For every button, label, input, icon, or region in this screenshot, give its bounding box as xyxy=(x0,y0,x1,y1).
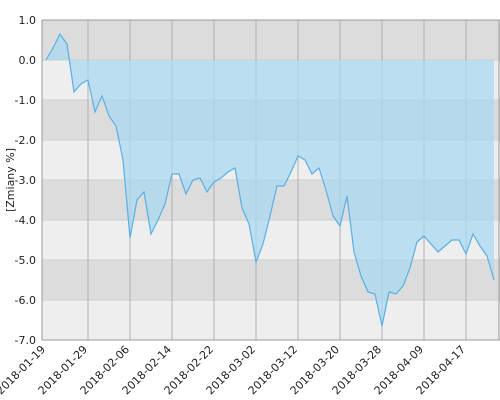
area-fill xyxy=(46,34,494,326)
band xyxy=(42,20,500,60)
y-tick-label: -7.0 xyxy=(15,334,36,347)
y-tick-label: 1.0 xyxy=(19,14,37,27)
plot-border xyxy=(41,19,500,341)
band xyxy=(42,300,500,340)
y-axis-label: [Zmiany %] xyxy=(4,148,17,212)
y-tick-label: -1.0 xyxy=(15,94,36,107)
band xyxy=(42,260,500,300)
y-tick-label: 0.0 xyxy=(19,54,37,67)
y-tick-label: -6.0 xyxy=(15,294,36,307)
y-tick-label: -2.0 xyxy=(15,134,36,147)
line xyxy=(45,32,495,327)
y-tick-label: -4.0 xyxy=(15,214,36,227)
y-tick-label: -5.0 xyxy=(15,254,36,267)
y-tick-label: -3.0 xyxy=(15,174,36,187)
